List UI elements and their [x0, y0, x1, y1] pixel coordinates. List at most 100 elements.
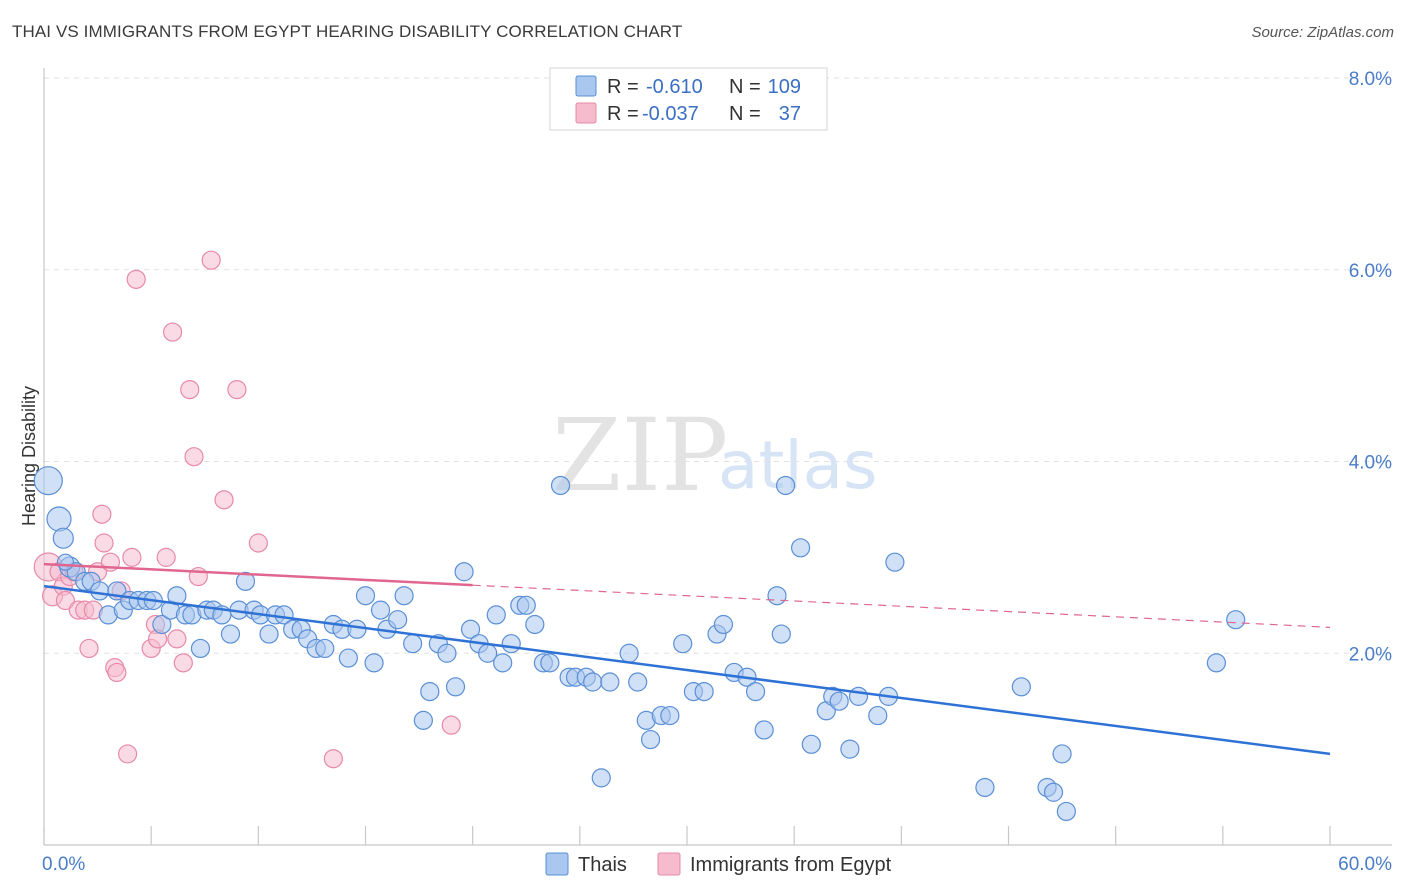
thai-point: [848, 686, 869, 706]
bottom-legend-swatch-egypt: [657, 852, 681, 876]
thai-point: [33, 466, 63, 496]
legend-r-value-2: -0.037: [642, 103, 699, 125]
thai-point: [1226, 610, 1246, 630]
y-axis-title: Hearing Disability: [19, 386, 39, 526]
thai-point: [525, 614, 545, 635]
thai-point: [370, 600, 391, 620]
x-ticks: [43, 826, 1331, 845]
thai-point: [840, 739, 860, 759]
legend-r-value-1: -0.610: [646, 76, 703, 98]
thai-point: [829, 691, 849, 711]
egypt-point: [214, 490, 234, 510]
bottom-legend-label-thais: Thais: [578, 854, 627, 876]
thai-point: [56, 553, 75, 571]
thai-point: [235, 571, 256, 591]
thai-point: [516, 595, 536, 615]
thai-point: [1056, 801, 1076, 822]
chart-title: THAI VS IMMIGRANTS FROM EGYPT HEARING DI…: [12, 22, 683, 41]
egypt-point: [79, 638, 99, 659]
thai-point: [713, 614, 734, 635]
thai-point: [403, 634, 423, 654]
watermark-zip: ZIP: [552, 397, 728, 514]
thai-point: [190, 638, 211, 659]
thai-point: [591, 768, 611, 788]
egypt-point: [180, 379, 200, 400]
thai-point: [259, 624, 279, 644]
thai-point: [493, 653, 513, 673]
legend-n-value-2: 37: [779, 103, 801, 125]
thai-point: [338, 648, 358, 668]
thai-point: [583, 672, 603, 692]
thai-point: [394, 586, 414, 606]
thai-point: [550, 475, 571, 496]
egypt-point: [184, 447, 204, 467]
egypt-trend-line-extension: [472, 584, 1331, 628]
thai-point: [673, 634, 693, 654]
thai-point: [274, 605, 294, 625]
legend: R = -0.610 N = 109 R = -0.037 N = 37: [549, 67, 828, 131]
thai-point: [437, 643, 457, 663]
egypt-point: [167, 629, 187, 649]
thai-point: [694, 681, 714, 702]
trend-lines: [43, 562, 1331, 756]
egypt-point: [227, 379, 247, 400]
thai-point: [1206, 653, 1227, 673]
thai-point: [413, 710, 433, 730]
watermark-atlas: atlas: [718, 427, 878, 504]
egypt-point: [94, 533, 114, 553]
thai-point: [454, 562, 474, 582]
y-tick-label: 2.0%: [1349, 644, 1392, 665]
thai-point: [460, 619, 481, 639]
egypt-point: [156, 547, 176, 567]
egypt-point: [163, 322, 183, 342]
egypt-series: [33, 250, 461, 769]
egypt-point: [173, 653, 193, 673]
y-tick-label: 6.0%: [1349, 261, 1392, 282]
thai-point: [754, 720, 774, 740]
thai-point: [745, 681, 766, 702]
egypt-point: [122, 547, 142, 567]
thai-point: [364, 653, 384, 673]
legend-n-value-1: 109: [768, 76, 801, 98]
thai-trend-line: [43, 584, 1331, 756]
thai-point: [315, 638, 335, 659]
thai-point: [640, 729, 661, 750]
thai-point: [90, 581, 110, 601]
egypt-point: [107, 662, 127, 683]
thai-point: [1043, 782, 1064, 802]
legend-n-label-1: N =: [729, 76, 761, 98]
thai-point: [868, 705, 888, 726]
y-tick-label: 8.0%: [1349, 69, 1392, 90]
gridlines: [44, 77, 1392, 654]
thai-point: [501, 634, 521, 654]
egypt-point: [55, 590, 76, 611]
thai-point: [388, 610, 408, 630]
thai-point: [771, 624, 791, 644]
thai-point: [767, 586, 787, 606]
thai-series: [33, 466, 1246, 822]
legend-r-label-1: R =: [607, 76, 639, 98]
thai-point: [46, 506, 72, 532]
thai-point: [975, 777, 995, 798]
egypt-trend-line: [43, 562, 473, 587]
legend-swatch-thais: [575, 75, 597, 97]
thai-point: [445, 677, 466, 697]
thai-point: [775, 475, 796, 496]
egypt-point: [441, 715, 461, 735]
axes: [43, 68, 1392, 846]
thai-point: [347, 619, 367, 639]
egypt-point: [126, 269, 146, 289]
thai-point: [486, 605, 506, 625]
egypt-point: [117, 744, 138, 764]
egypt-point: [92, 504, 112, 524]
bottom-legend-label-egypt: Immigrants from Egypt: [690, 854, 892, 876]
thai-point: [1011, 677, 1031, 697]
thai-point: [420, 681, 440, 702]
thai-point: [540, 653, 560, 673]
egypt-point: [201, 250, 221, 270]
egypt-point: [248, 533, 268, 553]
x-tick-label-min: 0.0%: [42, 854, 85, 875]
x-tick-label-max: 60.0%: [1338, 854, 1392, 875]
egypt-point: [323, 749, 343, 769]
